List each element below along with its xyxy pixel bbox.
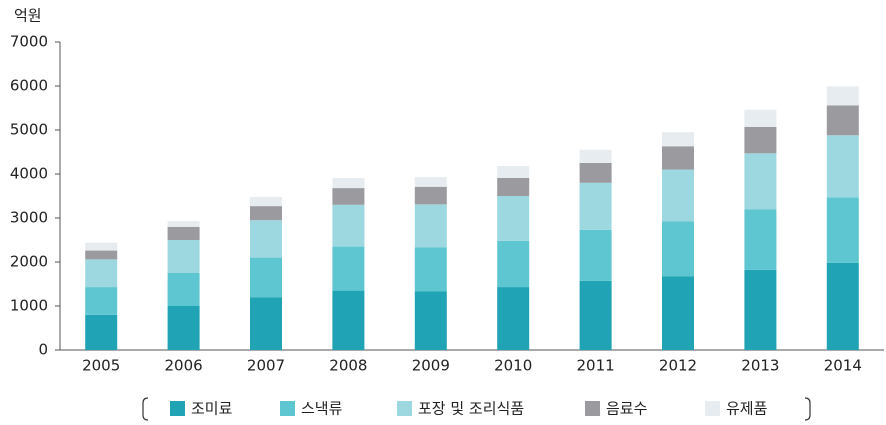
bar-segment <box>414 291 447 350</box>
bar-segment <box>85 250 118 260</box>
bar-segment <box>250 257 282 298</box>
bar-segment <box>250 297 282 350</box>
x-tick-label: 2007 <box>247 357 285 375</box>
legend-swatch <box>170 401 185 416</box>
bar-segment <box>744 269 777 350</box>
legend-swatch <box>280 401 295 416</box>
bar-segment <box>167 221 200 227</box>
bar-segment <box>662 221 694 277</box>
bar-segment <box>250 196 282 207</box>
legend-swatch <box>705 401 720 416</box>
legend-label: 포장 및 조리식품 <box>418 400 524 418</box>
bar-segment <box>744 126 777 154</box>
bar-segment <box>497 196 530 241</box>
bar-segment <box>579 149 612 163</box>
x-tick-label: 2010 <box>494 357 532 375</box>
legend-label: 유제품 <box>726 400 767 418</box>
bar-segment <box>826 135 859 198</box>
y-axis-label: 억원 <box>14 7 42 25</box>
x-tick-label: 2011 <box>577 357 615 375</box>
y-tick-label: 4000 <box>10 165 48 183</box>
bar-segment <box>332 188 365 205</box>
x-tick-label: 2009 <box>412 357 450 375</box>
bar-segment <box>250 220 282 258</box>
y-tick-label: 2000 <box>10 253 48 271</box>
bar-segment <box>85 287 118 315</box>
y-tick-label: 7000 <box>10 33 48 51</box>
bar-segment <box>744 109 777 127</box>
bar-segment <box>414 186 447 205</box>
bar-segment <box>167 240 200 273</box>
x-tick-label: 2013 <box>741 357 779 375</box>
bar-segment <box>497 166 530 178</box>
bar-segment <box>332 290 365 350</box>
legend-swatch <box>585 401 600 416</box>
x-tick-label: 2006 <box>165 357 203 375</box>
legend-swatch <box>397 401 412 416</box>
bar-segment <box>332 177 365 189</box>
x-tick-label: 2005 <box>82 357 120 375</box>
bar-segment <box>579 280 612 350</box>
y-tick-label: 3000 <box>10 209 48 227</box>
legend-label: 스낵류 <box>301 400 343 418</box>
y-tick-label: 6000 <box>10 77 48 95</box>
y-tick-label: 1000 <box>10 297 48 315</box>
bar-segment <box>85 259 118 288</box>
bar-segment <box>497 287 530 350</box>
bar-segment <box>826 86 859 106</box>
bar-segment <box>497 240 530 288</box>
bar-segment <box>826 105 859 136</box>
bar-segment <box>167 226 200 240</box>
x-tick-label: 2012 <box>659 357 697 375</box>
bar-segment <box>332 246 365 291</box>
x-tick-label: 2008 <box>329 357 367 375</box>
bar-segment <box>826 262 859 350</box>
bar-segment <box>662 132 694 147</box>
bar-segment <box>579 229 612 281</box>
bar-segment <box>497 177 530 196</box>
bar-segment <box>662 169 694 222</box>
bar-segment <box>579 163 612 183</box>
legend-label: 조미료 <box>191 400 233 418</box>
bar-segment <box>744 153 777 210</box>
bar-segment <box>167 273 200 306</box>
y-tick-label: 5000 <box>10 121 48 139</box>
bar-segment <box>662 276 694 350</box>
bar-segment <box>744 209 777 270</box>
bar-segment <box>250 206 282 221</box>
bar-segment <box>332 204 365 247</box>
bar-segment <box>167 306 200 350</box>
x-tick-label: 2014 <box>824 357 862 375</box>
bar-segment <box>579 182 612 230</box>
bar-segment <box>414 177 447 187</box>
bar-segment <box>414 247 447 292</box>
bar-segment <box>414 204 447 248</box>
bar-segment <box>662 146 694 170</box>
legend-label: 음료수 <box>606 400 647 418</box>
bar-segment <box>826 197 859 263</box>
bar-segment <box>85 242 118 251</box>
bar-segment <box>85 314 118 350</box>
y-tick-label: 0 <box>38 341 48 359</box>
legend-bracket <box>142 397 811 421</box>
